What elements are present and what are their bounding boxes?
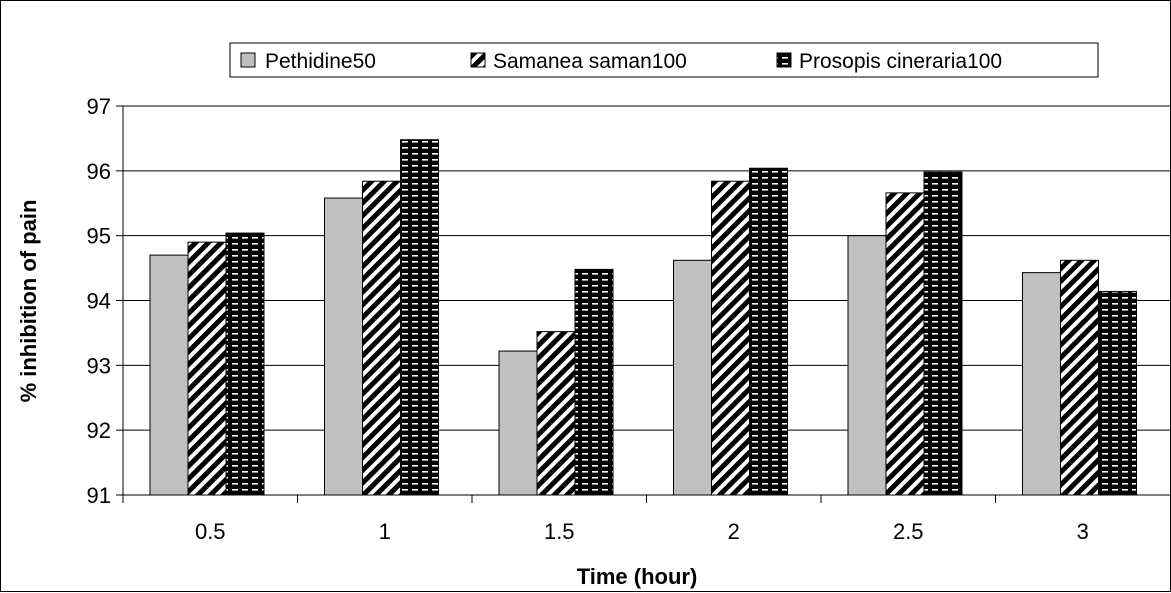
y-tick-label-94: 94 (87, 289, 111, 314)
legend: Pethidine50 Samanea saman100 Prosopis ci… (229, 42, 1099, 78)
x-tick-label-2: 2 (728, 519, 740, 544)
bar-prosopis-cineraria100-2 (749, 167, 788, 496)
bar-samanea-saman100-1 (362, 180, 401, 496)
axes (116, 105, 1170, 503)
y-tick-label-96: 96 (87, 159, 111, 184)
y-tick-label-95: 95 (87, 224, 111, 249)
y-tick-label-97: 97 (87, 94, 111, 119)
bar-samanea-saman100-1-5 (536, 331, 576, 496)
legend-swatch-pethidine50 (240, 52, 256, 68)
y-tick-label-93: 93 (87, 353, 111, 378)
bar-pethidine50-3 (1022, 272, 1061, 496)
x-tick-label-2-5: 2.5 (893, 519, 924, 544)
legend-label-pethidine50: Pethidine50 (265, 50, 376, 73)
bar-samanea-saman100-0-5 (187, 241, 227, 496)
bar-pethidine50-2 (673, 259, 712, 496)
x-tick-label-0-5: 0.5 (195, 519, 226, 544)
bar-samanea-saman100-3 (1060, 259, 1099, 496)
x-tick-label-3: 3 (1077, 519, 1089, 544)
legend-box (229, 42, 1099, 78)
bar-pethidine50-1 (324, 197, 363, 496)
y-tick-labels: 91 92 93 94 95 96 97 (87, 94, 111, 508)
bar-samanea-saman100-2 (711, 180, 750, 496)
legend-label-samanea-saman100: Samanea saman100 (493, 50, 687, 73)
bar-samanea-saman100-2-5 (885, 192, 925, 496)
legend-swatch-prosopis-cineraria100 (776, 52, 792, 68)
y-tick-label-91: 91 (87, 483, 111, 508)
legend-swatch-samanea-saman100 (470, 52, 486, 68)
bar-prosopis-cineraria100-0-5 (225, 232, 265, 496)
bar-prosopis-cineraria100-3 (1098, 290, 1137, 496)
x-tick-label-1-5: 1.5 (544, 519, 575, 544)
bar-prosopis-cineraria100-1-5 (574, 268, 614, 496)
bar-prosopis-cineraria100-1 (400, 139, 439, 496)
x-tick-label-1: 1 (379, 519, 391, 544)
bar-pethidine50-2-5 (847, 235, 887, 496)
y-axis-title: % inhibition of pain (16, 200, 41, 403)
bar-pethidine50-1-5 (498, 350, 538, 496)
bars (149, 139, 1137, 496)
x-tick-labels: 0.5 1 1.5 2 2.5 3 (195, 519, 1089, 544)
y-tick-label-92: 92 (87, 418, 111, 443)
bar-pethidine50-0-5 (149, 254, 189, 496)
bar-prosopis-cineraria100-2-5 (923, 171, 963, 496)
x-axis-title: Time (hour) (577, 564, 698, 589)
gridlines (123, 105, 1170, 431)
legend-label-prosopis-cineraria100: Prosopis cineraria100 (799, 50, 1002, 73)
